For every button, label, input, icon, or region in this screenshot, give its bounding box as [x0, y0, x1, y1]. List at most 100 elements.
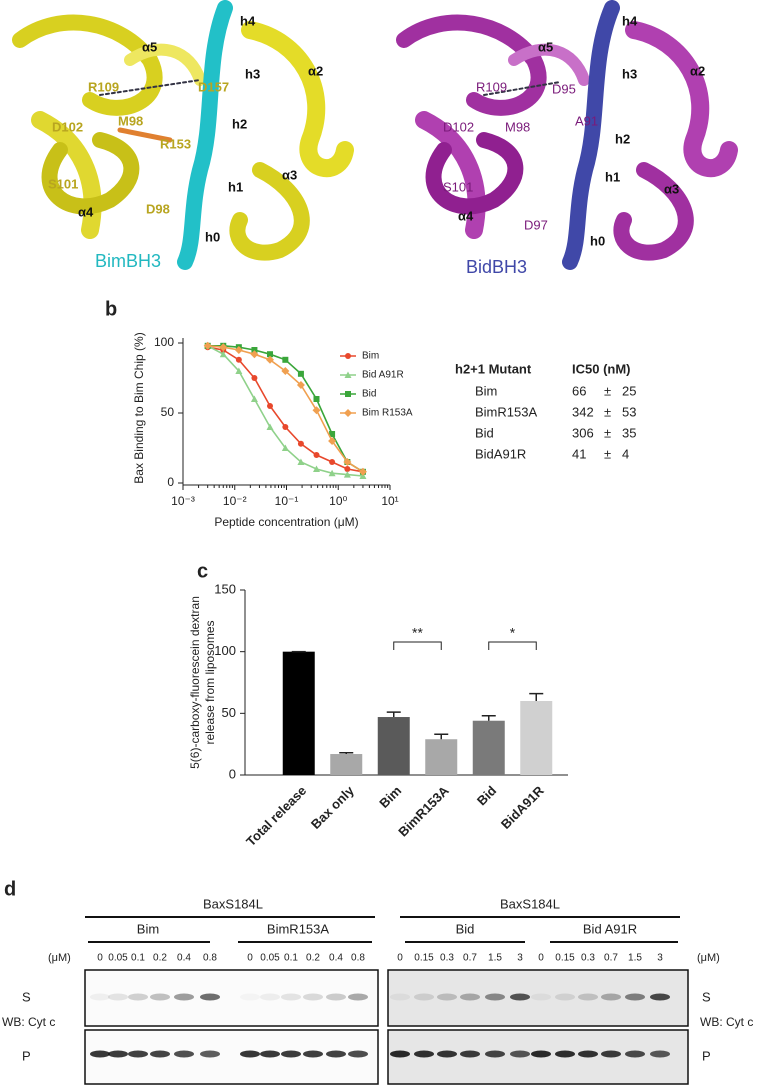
- blot-band: [390, 1050, 410, 1058]
- data-point: [219, 350, 227, 358]
- construct-label: BaxS184L: [203, 896, 263, 911]
- table-cell: BimR153A: [475, 404, 537, 419]
- bar: [330, 754, 363, 775]
- data-point: [282, 424, 289, 430]
- error-bar: [529, 692, 544, 701]
- ic50-table: h2+1 Mutant IC50 (nM) Bim 66 ±25 BimR153A 342 ±…: [455, 361, 636, 461]
- table-cell: 4: [622, 446, 629, 461]
- blot-band: [90, 993, 110, 1001]
- structure-labels: h4 α5 h3 α2 R109 D157 M98 h2 D102 R153 S101 h1 α3 α4 D…: [48, 13, 705, 248]
- residue-label: D95: [552, 81, 576, 96]
- residue-label: D102: [443, 119, 474, 134]
- blot-band: [174, 1050, 194, 1058]
- blot-band: [414, 993, 434, 1001]
- residue-label: h4: [622, 13, 638, 28]
- blot-band: [460, 993, 480, 1001]
- blot-band: [601, 1050, 621, 1058]
- concentration-label: 1.5: [488, 953, 502, 964]
- data-point: [329, 431, 336, 437]
- blot-band: [485, 993, 505, 1001]
- concentration-label: 3: [517, 953, 523, 964]
- blot-band: [625, 1050, 645, 1058]
- bar: [282, 651, 315, 775]
- concentration-label: 0.3: [440, 953, 454, 964]
- blot-band: [108, 1050, 128, 1058]
- significance-label: *: [510, 625, 516, 641]
- legend-label: Bid A91R: [362, 370, 404, 381]
- legend-marker: [345, 353, 351, 359]
- fraction-label: S: [22, 989, 31, 1004]
- blot-band: [555, 993, 575, 1001]
- blot-band: [601, 993, 621, 1001]
- panel-label: b: [105, 298, 117, 320]
- blot-band: [303, 1050, 323, 1058]
- blot-band: [174, 993, 194, 1001]
- y-axis-label: 5(6)-carboxy-fluorescein dextran: [188, 596, 202, 769]
- unit-label: (μM): [697, 952, 720, 964]
- residue-label: h4: [240, 13, 256, 28]
- blot-band: [510, 1050, 530, 1058]
- y-tick-label: 50: [222, 705, 236, 720]
- data-point: [282, 356, 289, 363]
- concentration-label: 0.2: [153, 953, 167, 964]
- table-cell: ±: [604, 383, 611, 398]
- x-tick-label: BidA91R: [498, 783, 547, 832]
- y-axis-label: release from liposomes: [203, 620, 217, 744]
- residue-label: S101: [48, 176, 78, 191]
- concentration-label: 0.05: [260, 953, 280, 964]
- residue-label: S101: [443, 179, 473, 194]
- legend-label: Bim R153A: [362, 408, 413, 419]
- construct-label: BaxS184L: [500, 896, 560, 911]
- legend-marker: [344, 371, 352, 378]
- concentration-label: 0: [97, 953, 103, 964]
- series-line: [207, 345, 364, 477]
- blot-band: [240, 1050, 260, 1058]
- concentration-label: 1.5: [628, 953, 642, 964]
- y-tick-label: 0: [229, 766, 236, 781]
- blot-band: [281, 993, 301, 1001]
- blot-band: [531, 993, 551, 1001]
- blot-band: [625, 993, 645, 1001]
- peptide-label: Bid A91R: [583, 921, 637, 936]
- data-point: [343, 471, 351, 478]
- data-point: [313, 452, 320, 458]
- data-point: [329, 459, 336, 465]
- table-cell: ±: [604, 446, 611, 461]
- residue-label: α3: [664, 181, 679, 196]
- concentration-label: 0.4: [329, 953, 343, 964]
- series-line: [207, 346, 364, 473]
- table-cell: 35: [622, 425, 636, 440]
- data-point: [281, 367, 290, 375]
- x-tick-label: 10⁰: [329, 494, 347, 508]
- peptide-label: BidBH3: [466, 257, 527, 277]
- data-point: [313, 396, 320, 402]
- residue-label: R153: [160, 136, 191, 151]
- x-tick-label: Bim: [376, 783, 404, 811]
- concentration-label: 0: [397, 953, 403, 964]
- table-cell: BidA91R: [475, 446, 526, 461]
- concentration-label: 0.1: [131, 953, 145, 964]
- blot-band: [260, 1050, 280, 1058]
- y-tick-label: 150: [214, 581, 236, 596]
- x-axis-label: Peptide concentration (μM): [214, 515, 358, 529]
- concentration-label: 0.15: [555, 953, 575, 964]
- blot-band: [240, 994, 260, 1001]
- bar: [425, 739, 458, 775]
- residue-label: α5: [538, 39, 553, 54]
- residue-label: D157: [198, 79, 229, 94]
- panel-label: d: [4, 878, 16, 900]
- legend-marker: [345, 391, 351, 397]
- residue-label: A91: [575, 113, 598, 128]
- structure-left: [0, 0, 370, 285]
- blot-band: [578, 993, 598, 1001]
- fraction-label: P: [702, 1048, 711, 1063]
- table-cell: 306: [572, 425, 594, 440]
- data-point: [219, 343, 228, 352]
- table-cell: 66: [572, 383, 586, 398]
- blot-band: [390, 993, 410, 1001]
- x-tick-label: 10⁻²: [223, 494, 247, 508]
- structure-right: [396, 0, 738, 270]
- data-point: [235, 367, 243, 374]
- table-cell: Bim: [475, 383, 497, 398]
- data-point: [297, 458, 305, 465]
